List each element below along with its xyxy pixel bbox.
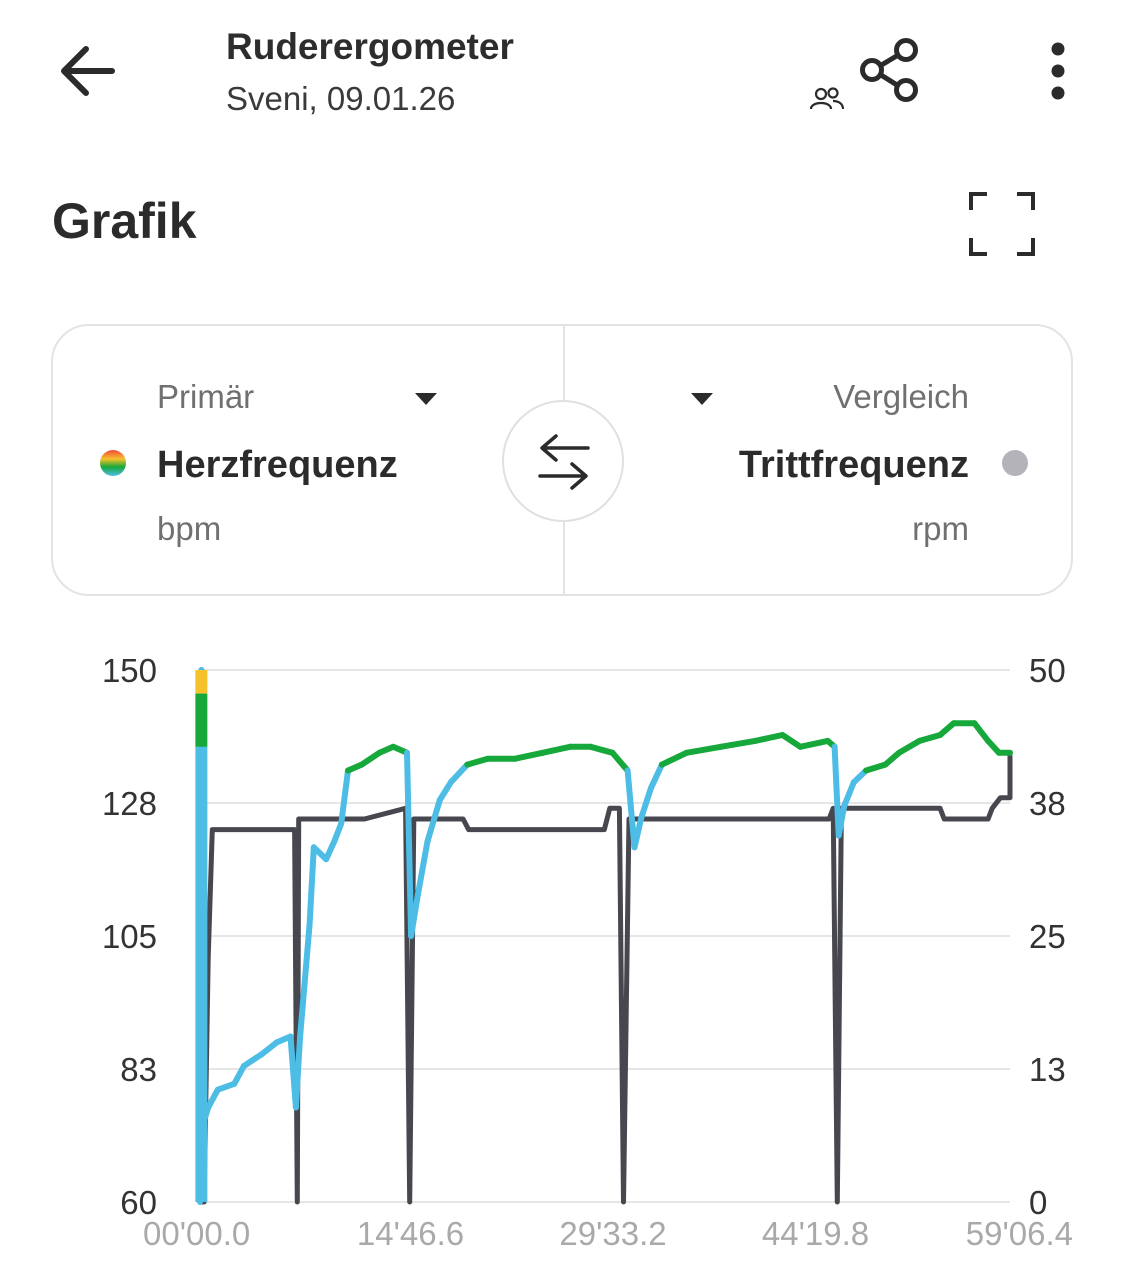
series-line-heart-rate <box>258 1039 280 1058</box>
series-line-heart-rate <box>752 732 786 744</box>
caret-down-icon <box>690 392 714 406</box>
y-right-tick: 25 <box>1029 918 1066 955</box>
series-line-heart-rate <box>464 755 491 768</box>
fullscreen-icon <box>969 192 1035 256</box>
series-line-heart-rate <box>323 838 338 863</box>
series-line-heart-rate <box>404 749 415 939</box>
y-left-tick: 128 <box>102 785 157 822</box>
fullscreen-button[interactable] <box>965 188 1039 260</box>
people-icon <box>809 86 845 112</box>
compare-metric-name: Trittfrequenz <box>738 444 969 486</box>
series-line-heart-rate <box>231 1063 247 1087</box>
series-line-heart-rate <box>971 720 992 744</box>
activity-title: Ruderergometer <box>226 26 514 67</box>
y-right-tick: 13 <box>1029 1051 1066 1088</box>
more-vertical-icon <box>1051 42 1065 100</box>
primary-label: Primär <box>157 378 255 415</box>
primary-metric-selector[interactable]: Primär Herzfrequenz bpm <box>60 330 560 592</box>
compare-label: Vergleich <box>833 378 969 415</box>
y-left-tick: 83 <box>120 1051 157 1088</box>
series-line-heart-rate <box>624 767 638 851</box>
series-line-heart-rate <box>408 891 421 939</box>
series-line-heart-rate <box>331 820 345 845</box>
series-line-heart-rate <box>631 814 645 851</box>
arrow-left-icon <box>61 46 115 96</box>
more-options-button[interactable] <box>1040 38 1076 104</box>
activity-subtitle: Sveni, 09.01.26 <box>226 80 456 117</box>
series-line-heart-rate <box>306 844 317 928</box>
caret-down-icon <box>414 392 438 406</box>
primary-metric-unit: bpm <box>157 510 222 547</box>
series-line-heart-rate <box>436 779 454 803</box>
share-button[interactable] <box>855 36 925 106</box>
swap-metrics-button[interactable] <box>502 400 624 522</box>
share-icon <box>860 38 918 102</box>
series-line-heart-rate <box>831 743 842 839</box>
series-line-heart-rate <box>587 743 616 756</box>
series-line-heart-rate <box>896 737 923 756</box>
series-line-heart-rate <box>683 743 724 756</box>
series-line-heart-rate <box>835 803 848 839</box>
primary-metric-name: Herzfrequenz <box>157 444 398 486</box>
series-line-heart-rate <box>647 761 665 792</box>
series-line-heart-rate <box>292 1033 304 1111</box>
x-tick: 59'06.4 <box>966 1215 1073 1252</box>
compare-metric-selector[interactable]: Vergleich Trittfrequenz rpm <box>568 330 1068 592</box>
y-right-tick: 38 <box>1029 785 1066 822</box>
series-line-heart-rate <box>424 797 443 845</box>
x-tick: 29'33.2 <box>559 1215 666 1252</box>
series-line-heart-rate <box>297 921 313 1040</box>
series-line-heart-rate <box>717 737 759 750</box>
series-line-heart-rate <box>797 737 831 750</box>
series-line-heart-rate <box>205 1086 221 1111</box>
series-line-cadence <box>200 755 1013 1205</box>
series-line-heart-rate <box>863 761 889 774</box>
series-line-heart-rate <box>414 838 431 898</box>
swap-icon <box>538 434 590 490</box>
y-left-tick: 150 <box>102 652 157 689</box>
series-line-heart-rate <box>916 732 944 744</box>
series-line-heart-rate <box>358 749 383 768</box>
compare-color-dot <box>1002 450 1028 476</box>
metric-selector-card <box>51 324 1073 596</box>
x-tick: 14'46.6 <box>357 1215 464 1252</box>
series-line-heart-rate <box>512 749 546 762</box>
heart-rate-zone-dot <box>100 450 126 476</box>
section-title: Grafik <box>52 193 197 249</box>
compare-metric-unit: rpm <box>912 510 969 547</box>
series-line-heart-rate <box>937 720 957 738</box>
activity-chart[interactable]: 150 50 128 38 105 25 83 13 60 0 00'00.0 14'46.6 29'3… <box>0 640 1127 1280</box>
series-line-heart-rate <box>658 749 690 768</box>
series-line-heart-rate <box>841 779 857 809</box>
y-right-tick: 50 <box>1029 652 1066 689</box>
y-right-tick: 0 <box>1029 1184 1047 1221</box>
x-tick: 44'19.8 <box>762 1215 869 1252</box>
y-left-tick: 60 <box>120 1184 157 1221</box>
series-line-heart-rate <box>638 785 654 821</box>
series-line-heart-rate <box>882 749 902 768</box>
series-line-heart-rate <box>539 743 574 756</box>
series-line-heart-rate <box>609 749 631 774</box>
series-line-heart-rate <box>779 732 804 750</box>
series-line-heart-rate <box>447 761 471 786</box>
back-button[interactable] <box>50 38 126 104</box>
y-left-tick: 105 <box>102 918 157 955</box>
series-line-heart-rate <box>240 1051 265 1069</box>
series-line-heart-rate <box>338 767 351 827</box>
x-tick: 00'00.0 <box>143 1215 250 1252</box>
